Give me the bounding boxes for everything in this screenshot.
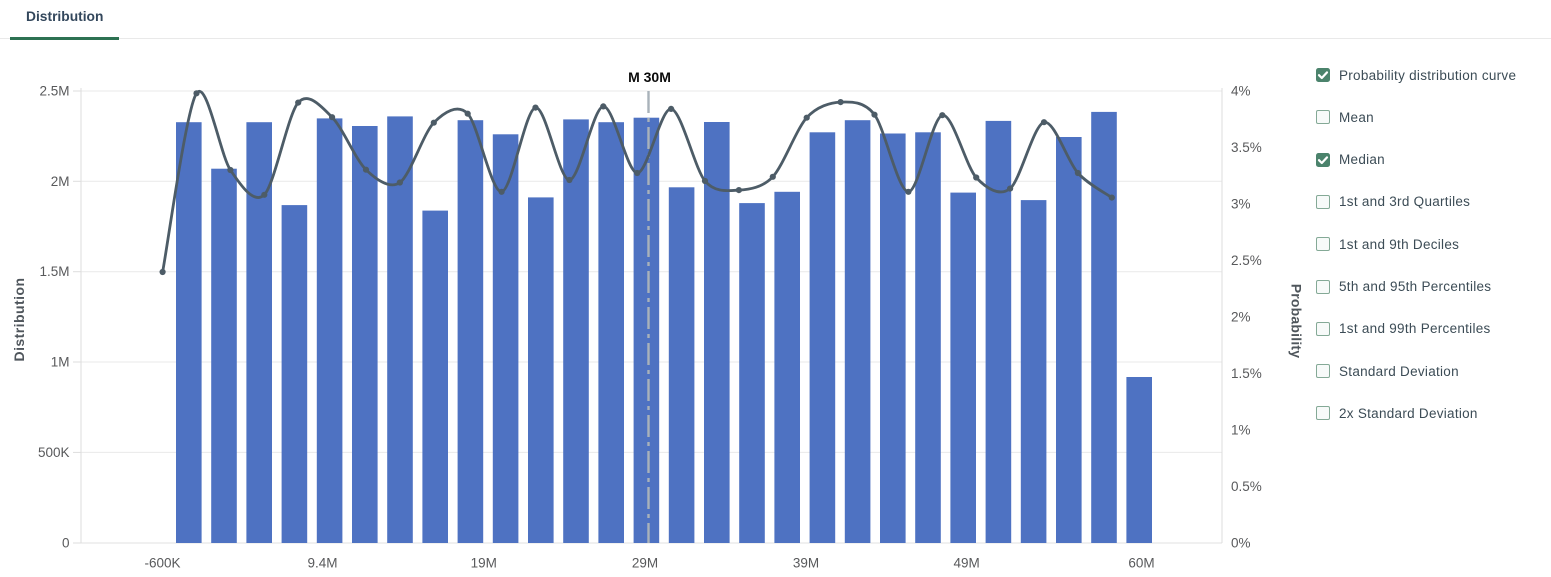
svg-text:3.5%: 3.5% bbox=[1231, 140, 1262, 155]
svg-text:60M: 60M bbox=[1128, 556, 1154, 571]
svg-text:49M: 49M bbox=[953, 556, 979, 571]
svg-text:29M: 29M bbox=[632, 556, 658, 571]
svg-text:1%: 1% bbox=[1231, 423, 1251, 438]
svg-text:1M: 1M bbox=[51, 355, 70, 370]
svg-text:0: 0 bbox=[62, 535, 70, 550]
svg-text:4%: 4% bbox=[1231, 84, 1251, 99]
svg-text:M 30M: M 30M bbox=[628, 69, 671, 85]
svg-text:0%: 0% bbox=[1231, 536, 1251, 551]
svg-text:Probability: Probability bbox=[1289, 284, 1305, 359]
svg-text:2%: 2% bbox=[1231, 310, 1251, 325]
svg-text:-600K: -600K bbox=[144, 556, 180, 571]
svg-text:2M: 2M bbox=[51, 174, 70, 189]
svg-text:19M: 19M bbox=[471, 556, 497, 571]
svg-text:1.5%: 1.5% bbox=[1231, 366, 1262, 381]
svg-text:3%: 3% bbox=[1231, 197, 1251, 212]
svg-text:1.5M: 1.5M bbox=[39, 264, 69, 279]
svg-text:2.5%: 2.5% bbox=[1231, 253, 1262, 268]
svg-text:Distribution: Distribution bbox=[11, 278, 27, 362]
svg-text:9.4M: 9.4M bbox=[307, 556, 337, 571]
svg-text:39M: 39M bbox=[793, 556, 819, 571]
svg-text:2.5M: 2.5M bbox=[39, 84, 69, 99]
svg-text:0.5%: 0.5% bbox=[1231, 479, 1262, 494]
svg-text:500K: 500K bbox=[38, 445, 70, 460]
